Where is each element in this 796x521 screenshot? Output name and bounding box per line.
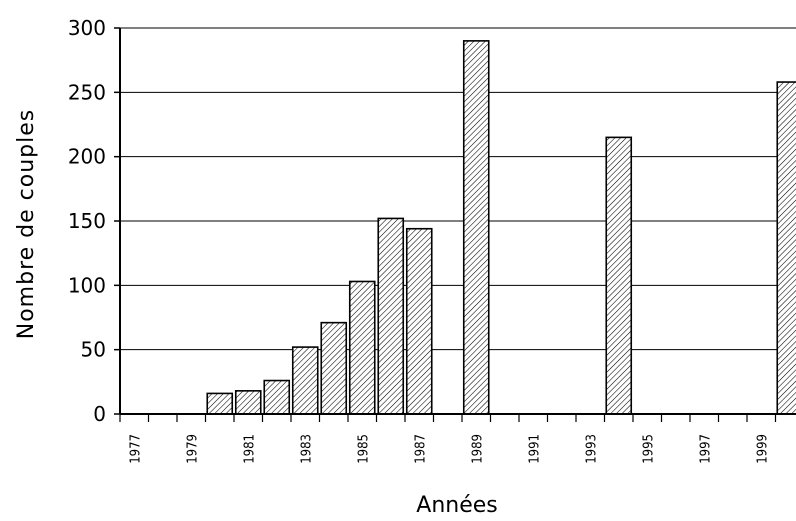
gridlines [120, 27, 796, 351]
x-tick-label: 1983 [299, 434, 314, 464]
y-tick-label: 100 [68, 273, 106, 297]
x-tick-label: 1993 [584, 434, 599, 464]
x-tick-label: 1977 [128, 434, 143, 464]
y-tick-label: 200 [68, 145, 106, 169]
y-tick-label: 0 [93, 402, 106, 426]
x-tick-label: 1981 [242, 434, 257, 464]
bar-2000 [776, 81, 796, 415]
axes [114, 27, 796, 422]
y-tick-label: 250 [68, 80, 106, 104]
bar-1984 [320, 321, 348, 415]
bar-1980 [206, 392, 234, 415]
x-tick-label: 1987 [413, 434, 428, 464]
x-tick-label: 1991 [527, 434, 542, 464]
x-axis-label: Années [416, 493, 497, 518]
bar-1994 [605, 136, 633, 415]
bar-1983 [291, 346, 319, 415]
bar-1989 [462, 40, 490, 415]
x-axis-tick-labels: 1977 1979 1981 1983 1985 1987 1989 1991 1993 1995… [128, 434, 770, 464]
bars [121, 40, 796, 415]
x-tick-label: 1985 [356, 434, 371, 464]
y-tick-label: 50 [81, 338, 106, 362]
y-axis-label: Nombre de couples [14, 109, 39, 339]
bar-1985 [348, 280, 376, 415]
bar-1982 [263, 379, 291, 415]
x-tick-label: 1999 [755, 434, 770, 464]
y-axis-tick-labels: 0 50 100 150 200 250 300 [68, 16, 106, 426]
bar-1981 [234, 390, 262, 415]
x-tick-label: 1997 [698, 434, 713, 464]
bar-1986 [377, 217, 405, 415]
x-tick-label: 1995 [641, 434, 656, 464]
x-tick-label: 1979 [185, 434, 200, 464]
x-tick-label: 1989 [470, 434, 485, 464]
bar-1987 [405, 227, 433, 415]
y-tick-label: 150 [68, 209, 106, 233]
y-tick-label: 300 [68, 16, 106, 40]
